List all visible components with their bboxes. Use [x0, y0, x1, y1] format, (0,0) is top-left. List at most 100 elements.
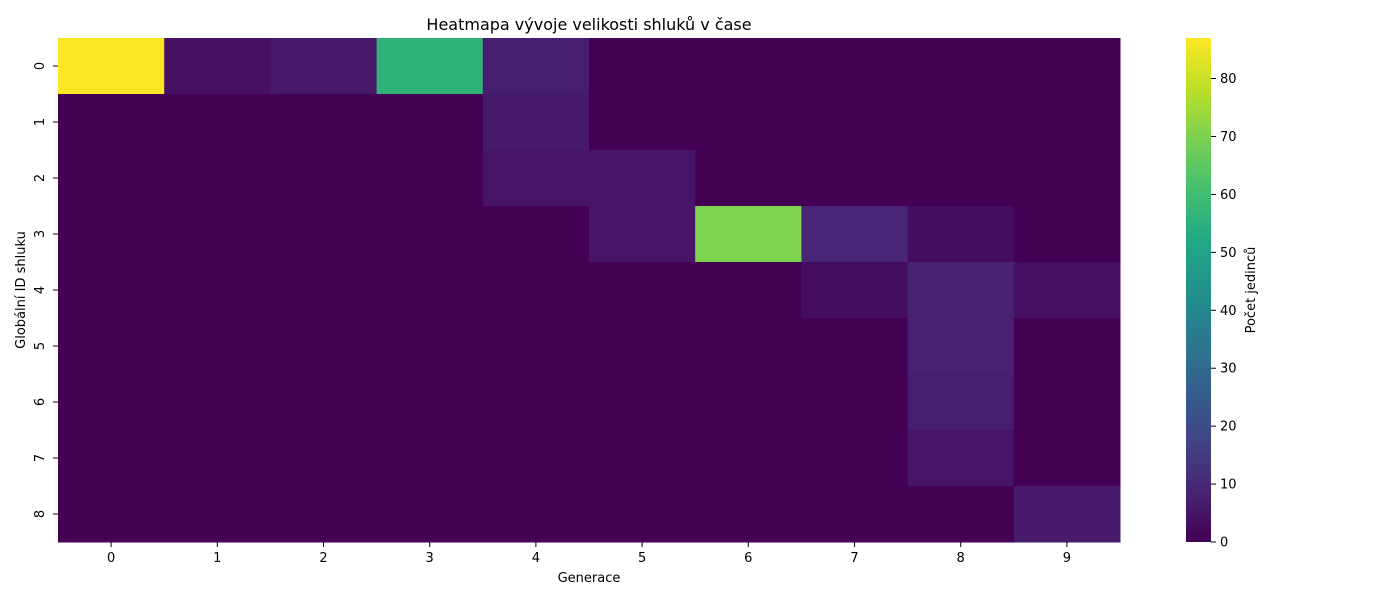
colorbar-tick-label: 70: [1220, 130, 1237, 145]
y-tick-label: 8: [33, 510, 48, 518]
heatmap-cell: [164, 374, 271, 431]
heatmap-cell: [801, 150, 909, 207]
heatmap-cell: [270, 318, 378, 375]
heatmap-cell: [1013, 430, 1121, 487]
heatmap-cell: [589, 486, 696, 543]
heatmap-cell: [376, 374, 484, 431]
heatmap-cell: [801, 318, 909, 375]
y-tick-label: 6: [33, 398, 48, 406]
colorbar: 0 10 20 30 40 50 60 70 80: [1186, 38, 1237, 551]
heatmap-cell: [482, 486, 590, 543]
heatmap-cell: [907, 94, 1015, 151]
heatmap-cell: [164, 94, 271, 151]
heatmap-cell: [801, 262, 909, 319]
heatmap-cell: [482, 374, 590, 431]
heatmap-cell: [376, 38, 484, 95]
heatmap-cell: [695, 262, 802, 319]
heatmap-cell: [695, 38, 802, 95]
heatmap-cell: [801, 486, 909, 543]
heatmap-cell: [58, 486, 165, 543]
colorbar-tick-label: 40: [1220, 304, 1237, 319]
heatmap-cell: [1013, 318, 1121, 375]
heatmap-cell: [695, 374, 802, 431]
heatmap-cell: [58, 94, 165, 151]
heatmap-cell: [695, 318, 802, 375]
y-tick-label: 2: [33, 174, 48, 182]
y-tick-label: 4: [33, 286, 48, 294]
colorbar-tick-label: 0: [1220, 536, 1228, 551]
heatmap-cell: [164, 430, 271, 487]
x-tick-label: 4: [532, 551, 540, 566]
heatmap-cell: [270, 38, 378, 95]
x-tick-label: 5: [638, 551, 646, 566]
colorbar-tick-label: 50: [1220, 246, 1237, 261]
heatmap-cell: [58, 206, 165, 263]
heatmap-cell: [695, 94, 802, 151]
heatmap-cell: [589, 374, 696, 431]
heatmap-cell: [58, 374, 165, 431]
heatmap-cell: [482, 430, 590, 487]
heatmap-cell: [589, 150, 696, 207]
heatmap-cell: [907, 318, 1015, 375]
heatmap-cell: [270, 486, 378, 543]
heatmap-cell: [164, 38, 271, 95]
x-tick-label: 1: [213, 551, 221, 566]
heatmap-cell: [482, 150, 590, 207]
heatmap-cell: [907, 486, 1015, 543]
heatmap-cell: [376, 262, 484, 319]
heatmap-cell: [270, 150, 378, 207]
x-axis-label: Generace: [558, 571, 621, 586]
x-tick-label: 2: [319, 551, 327, 566]
heatmap-cell: [164, 206, 271, 263]
heatmap-cell: [482, 38, 590, 95]
heatmap-cell: [801, 374, 909, 431]
colorbar-tick-label: 80: [1220, 72, 1237, 87]
colorbar-tick-label: 10: [1220, 478, 1237, 493]
heatmap-cell: [907, 38, 1015, 95]
heatmap-cell: [376, 430, 484, 487]
x-tick-label: 0: [107, 551, 115, 566]
heatmap-cell: [1013, 262, 1121, 319]
heatmap-cell: [270, 94, 378, 151]
heatmap-cell: [695, 486, 802, 543]
heatmap-cell: [1013, 38, 1121, 95]
heatmap-cell: [270, 430, 378, 487]
colorbar-tick-label: 20: [1220, 420, 1237, 435]
y-axis-label: Globální ID shluku: [14, 231, 29, 349]
heatmap-cell: [164, 318, 271, 375]
y-tick-label: 1: [33, 118, 48, 126]
heatmap-cell: [270, 206, 378, 263]
heatmap-cell: [270, 374, 378, 431]
colorbar-tick-label: 60: [1220, 188, 1237, 203]
x-tick-label: 6: [744, 551, 752, 566]
x-tick-label: 8: [957, 551, 965, 566]
heatmap-cell: [589, 206, 696, 263]
heatmap-cell: [1013, 486, 1121, 543]
heatmap-cell: [907, 430, 1015, 487]
heatmap-cell: [801, 430, 909, 487]
heatmap-cell: [589, 262, 696, 319]
heatmap-cell: [58, 150, 165, 207]
x-tick-label: 7: [850, 551, 858, 566]
heatmap-cell: [1013, 206, 1121, 263]
heatmap-cells: [58, 38, 1121, 543]
heatmap-cell: [58, 318, 165, 375]
heatmap-cell: [376, 94, 484, 151]
heatmap-cell: [589, 430, 696, 487]
heatmap-cell: [58, 430, 165, 487]
colorbar-gradient: [1186, 38, 1211, 542]
heatmap-cell: [907, 206, 1015, 263]
y-axis: 0 1 2 3 4 5 6 7 8: [33, 62, 58, 518]
y-tick-label: 5: [33, 342, 48, 350]
heatmap-cell: [907, 262, 1015, 319]
heatmap-cell: [1013, 94, 1121, 151]
heatmap-cell: [589, 94, 696, 151]
y-tick-label: 0: [33, 62, 48, 70]
heatmap-cell: [482, 318, 590, 375]
heatmap-cell: [482, 94, 590, 151]
heatmap-cell: [589, 38, 696, 95]
heatmap-cell: [801, 206, 909, 263]
y-tick-label: 7: [33, 454, 48, 462]
